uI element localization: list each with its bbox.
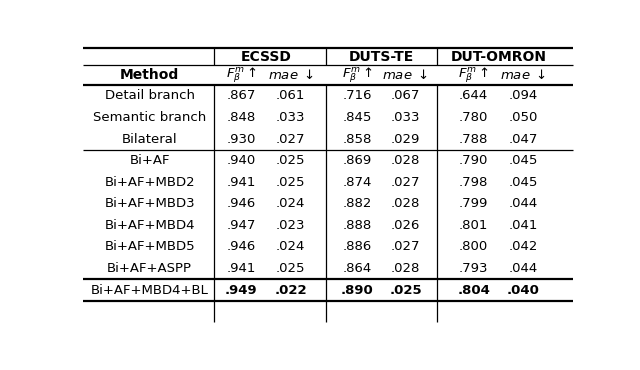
Text: .864: .864	[343, 262, 372, 275]
Text: .025: .025	[276, 262, 305, 275]
Text: .858: .858	[343, 132, 372, 146]
Text: .874: .874	[343, 176, 372, 189]
Text: $mae$ $\downarrow$: $mae$ $\downarrow$	[268, 68, 314, 82]
Text: $mae$ $\downarrow$: $mae$ $\downarrow$	[500, 68, 547, 82]
Text: .801: .801	[459, 219, 488, 232]
Text: .024: .024	[276, 197, 305, 210]
Text: .793: .793	[459, 262, 488, 275]
Text: .790: .790	[459, 154, 488, 167]
Text: .799: .799	[459, 197, 488, 210]
Text: .845: .845	[343, 111, 372, 124]
Text: .094: .094	[509, 90, 538, 102]
Text: Detail branch: Detail branch	[105, 90, 195, 102]
Text: .042: .042	[509, 240, 538, 253]
Text: .025: .025	[276, 176, 305, 189]
Text: .041: .041	[509, 219, 538, 232]
Text: DUTS-TE: DUTS-TE	[349, 50, 414, 64]
Text: Bi+AF+MBD5: Bi+AF+MBD5	[104, 240, 195, 253]
Text: .946: .946	[227, 197, 256, 210]
Text: $mae$ $\downarrow$: $mae$ $\downarrow$	[382, 68, 429, 82]
Text: Bi+AF+MBD4: Bi+AF+MBD4	[104, 219, 195, 232]
Text: .882: .882	[343, 197, 372, 210]
Text: Bi+AF+MBD2: Bi+AF+MBD2	[104, 176, 195, 189]
Text: .947: .947	[227, 219, 256, 232]
Text: .050: .050	[509, 111, 538, 124]
Text: .067: .067	[391, 90, 420, 102]
Text: .869: .869	[343, 154, 372, 167]
Text: .047: .047	[509, 132, 538, 146]
Text: .941: .941	[227, 176, 256, 189]
Text: .025: .025	[389, 283, 422, 296]
Text: .029: .029	[391, 132, 420, 146]
Text: $F_{\beta}^{m}$$\uparrow$: $F_{\beta}^{m}$$\uparrow$	[458, 65, 489, 85]
Text: .804: .804	[457, 283, 490, 296]
Text: .644: .644	[459, 90, 488, 102]
Text: .028: .028	[391, 197, 420, 210]
Text: .023: .023	[276, 219, 305, 232]
Text: .780: .780	[459, 111, 488, 124]
Text: .867: .867	[227, 90, 256, 102]
Text: ECSSD: ECSSD	[241, 50, 291, 64]
Text: .028: .028	[391, 262, 420, 275]
Text: .028: .028	[391, 154, 420, 167]
Text: .941: .941	[227, 262, 256, 275]
Text: .045: .045	[509, 154, 538, 167]
Text: $F_{\beta}^{m}$$\uparrow$: $F_{\beta}^{m}$$\uparrow$	[226, 65, 257, 85]
Text: .022: .022	[275, 283, 307, 296]
Text: Bi+AF+ASPP: Bi+AF+ASPP	[108, 262, 192, 275]
Text: .024: .024	[276, 240, 305, 253]
Text: .025: .025	[276, 154, 305, 167]
Text: .930: .930	[227, 132, 256, 146]
Text: Bi+AF+MBD3: Bi+AF+MBD3	[104, 197, 195, 210]
Text: DUT-OMRON: DUT-OMRON	[451, 50, 547, 64]
Text: .798: .798	[459, 176, 488, 189]
Text: .033: .033	[276, 111, 305, 124]
Text: .788: .788	[459, 132, 488, 146]
Text: Bi+AF+MBD4+BL: Bi+AF+MBD4+BL	[91, 283, 209, 296]
Text: .800: .800	[459, 240, 488, 253]
Text: .027: .027	[276, 132, 305, 146]
Text: .848: .848	[227, 111, 256, 124]
Text: .033: .033	[391, 111, 420, 124]
Text: Method: Method	[120, 68, 179, 82]
Text: .061: .061	[276, 90, 305, 102]
Text: .040: .040	[507, 283, 540, 296]
Text: .716: .716	[342, 90, 372, 102]
Text: .026: .026	[391, 219, 420, 232]
Text: Bi+AF: Bi+AF	[129, 154, 170, 167]
Text: $F_{\beta}^{m}$$\uparrow$: $F_{\beta}^{m}$$\uparrow$	[342, 65, 373, 85]
Text: .027: .027	[391, 176, 420, 189]
Text: .044: .044	[509, 197, 538, 210]
Text: .949: .949	[225, 283, 257, 296]
Text: .940: .940	[227, 154, 256, 167]
Text: .886: .886	[343, 240, 372, 253]
Text: .027: .027	[391, 240, 420, 253]
Text: Semantic branch: Semantic branch	[93, 111, 206, 124]
Text: .045: .045	[509, 176, 538, 189]
Text: .946: .946	[227, 240, 256, 253]
Text: .890: .890	[341, 283, 374, 296]
Text: Bilateral: Bilateral	[122, 132, 177, 146]
Text: .888: .888	[343, 219, 372, 232]
Text: .044: .044	[509, 262, 538, 275]
